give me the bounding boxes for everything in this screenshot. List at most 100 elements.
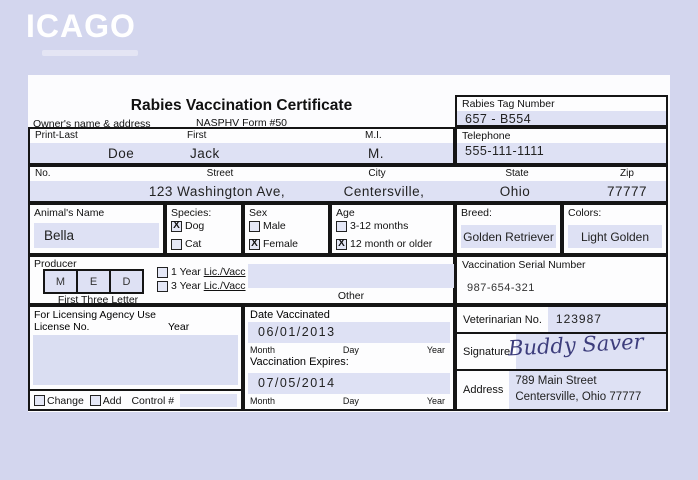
breed-box: Breed: Golden Retriever (455, 203, 562, 255)
veterinarian-no-field[interactable]: 123987 (547, 307, 666, 332)
mi-header: M.I. (365, 130, 382, 141)
age-12-plus-label: 12 month or older (350, 238, 433, 250)
veterinarian-no-label: Veterinarian No. (457, 307, 548, 332)
colors-field[interactable]: Light Golden (568, 225, 662, 248)
street-value[interactable]: 123 Washington Ave, (148, 184, 286, 199)
animal-name-box: Animal's Name Bella (28, 203, 165, 255)
signature-field[interactable]: Buddy Saver (508, 329, 666, 369)
add-checkbox[interactable] (89, 395, 101, 406)
mdy-row-vaccinated: Month Day Year (250, 345, 445, 355)
control-number-field[interactable] (180, 394, 237, 407)
change-checkbox[interactable] (34, 395, 45, 406)
breed-label: Breed: (461, 207, 492, 219)
male-checkbox[interactable] (249, 220, 260, 232)
vet-address-label: Address (457, 371, 510, 409)
three-year-checkbox[interactable] (157, 280, 168, 292)
mi-value[interactable]: M. (368, 146, 384, 161)
telephone-field[interactable]: 555-111-1111 (457, 143, 666, 163)
vet-divider-2 (457, 369, 666, 371)
owner-name-fields[interactable]: Doe Jack M. (30, 143, 453, 163)
date-vaccinated-field[interactable]: 06/01/2013 (248, 322, 450, 343)
first-name-value[interactable]: Jack (190, 146, 220, 161)
dog-label: Dog (185, 220, 205, 232)
producer-letter-boxes: M E D (43, 269, 144, 294)
state-value[interactable]: Ohio (499, 184, 531, 199)
logo-tagline (42, 50, 138, 56)
producer-label: Producer (34, 258, 77, 270)
licensing-divider (30, 389, 241, 391)
city-header: City (368, 168, 386, 179)
veterinarian-no-value: 123987 (555, 312, 602, 326)
female-label: Female (263, 238, 299, 250)
vet-divider-1 (457, 332, 666, 334)
first-name-header: First (187, 130, 207, 141)
telephone-label: Telephone (462, 130, 511, 142)
telephone-box: Telephone 555-111-1111 (455, 127, 668, 165)
serial-number-label: Vaccination Serial Number (462, 259, 586, 271)
species-label: Species: (171, 207, 212, 219)
date-vaccinated-value: 06/01/2013 (258, 325, 336, 339)
sex-box: Sex Male X Female (243, 203, 330, 255)
vaccination-expires-field[interactable]: 07/05/2014 (248, 373, 450, 394)
vet-address-field[interactable]: 789 Main Street Centersville, Ohio 77777 (509, 371, 666, 409)
animal-name-field[interactable]: Bella (34, 223, 159, 248)
date-vaccinated-label: Date Vaccinated (250, 309, 330, 321)
last-name-value[interactable]: Doe (108, 146, 135, 161)
logo: ICAGO (26, 8, 136, 44)
age-12-plus-checkbox[interactable]: X (336, 238, 347, 250)
cat-checkbox[interactable] (171, 238, 182, 250)
other-field[interactable] (248, 264, 454, 288)
species-box: Species: X Dog Cat (165, 203, 243, 255)
state-header: State (505, 168, 529, 179)
owner-address-fields[interactable]: 123 Washington Ave, Centersville, Ohio 7… (30, 181, 666, 201)
certificate-card: Rabies Vaccination Certificate NASPHV Fo… (28, 75, 670, 412)
signature-label: Signature (457, 334, 517, 369)
age-box: Age 3-12 months X 12 month or older (330, 203, 455, 255)
mdy-row-expires: Month Day Year (250, 396, 445, 406)
add-label: Add (102, 394, 122, 407)
serial-number-value[interactable]: 987-654-321 (467, 282, 535, 294)
one-year-label: 1 Year Lic./Vacc (171, 266, 246, 278)
producer-letter-1[interactable]: M (43, 269, 78, 294)
veterinarian-box: Veterinarian No. 123987 Signature Buddy … (455, 305, 668, 411)
control-number-label: Control # (131, 394, 175, 407)
no-header: No. (35, 168, 51, 179)
cat-label: Cat (185, 238, 202, 250)
vaccination-expires-value: 07/05/2014 (258, 376, 336, 390)
zip-header: Zip (620, 168, 634, 179)
colors-box: Colors: Light Golden (562, 203, 668, 255)
zip-value[interactable]: 77777 (606, 184, 648, 199)
licensing-agency-label: For Licensing Agency Use (34, 309, 156, 321)
change-label: Change (47, 394, 84, 407)
license-no-field[interactable] (33, 335, 238, 385)
certificate-subtitle: NASPHV Form #50 (195, 117, 288, 129)
producer-box: Producer M E D First Three Letter 1 Year… (28, 255, 455, 306)
one-year-checkbox[interactable] (157, 266, 168, 278)
dog-checkbox[interactable]: X (171, 220, 182, 232)
male-label: Male (263, 220, 286, 232)
rabies-tag-label: Rabies Tag Number (462, 98, 555, 110)
owner-name-box: Print-Last First M.I. Doe Jack M. (28, 127, 455, 165)
other-label: Other (337, 290, 365, 302)
female-checkbox[interactable]: X (249, 238, 260, 250)
signature-value: Buddy Saver (507, 329, 645, 361)
city-value[interactable]: Centersville, (343, 184, 425, 199)
age-3-12-checkbox[interactable] (336, 220, 347, 232)
dates-box: Date Vaccinated 06/01/2013 Month Day Year … (243, 305, 455, 411)
serial-number-box: Vaccination Serial Number 987-654-321 (455, 255, 668, 305)
first-three-letter-caption: First Three Letter (57, 294, 139, 306)
licensing-agency-box: For Licensing Agency Use License No. Yea… (28, 305, 243, 411)
breed-field[interactable]: Golden Retriever (461, 225, 556, 248)
street-header: Street (206, 168, 234, 179)
rabies-tag-box: Rabies Tag Number 657 - B554 (455, 95, 668, 127)
last-name-header: Print-Last (35, 130, 78, 141)
producer-letter-3[interactable]: D (109, 269, 144, 294)
age-label: Age (336, 207, 355, 219)
producer-letter-2[interactable]: E (76, 269, 111, 294)
year-label: Year (168, 321, 190, 333)
license-no-label: License No. (34, 321, 90, 333)
rabies-tag-field[interactable]: 657 - B554 (457, 111, 666, 126)
vet-address-value: 789 Main Street Centersville, Ohio 77777 (515, 375, 642, 403)
owner-address-box: No. Street City State Zip 123 Washington… (28, 165, 668, 203)
